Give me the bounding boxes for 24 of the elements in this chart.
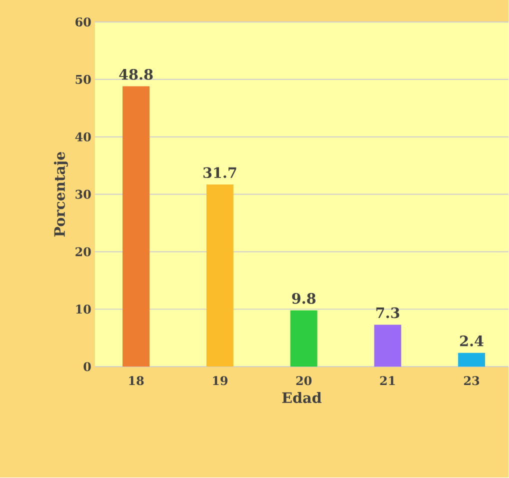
data-label: 48.8: [119, 69, 153, 80]
y-tick-label: 50: [76, 75, 91, 84]
data-label: 9.8: [292, 293, 316, 304]
data-label: 7.3: [376, 308, 400, 318]
data-label: 31.7: [203, 167, 236, 178]
y-tick-label: 0: [84, 362, 91, 372]
x-tick-label: 18: [129, 376, 144, 386]
bar: [206, 184, 234, 367]
bar: [122, 86, 150, 367]
y-axis-title: Porcentaje: [54, 152, 68, 237]
x-tick-label: 20: [296, 376, 312, 386]
x-tick-label: 23: [464, 376, 480, 386]
x-tick-label: 19: [213, 376, 228, 386]
bar: [458, 353, 486, 367]
y-tick-label: 40: [75, 132, 91, 142]
data-label: 2.4: [460, 336, 484, 347]
y-tick-label: 30: [76, 190, 91, 200]
y-tick-label: 10: [76, 304, 91, 314]
x-axis-title: Edad: [282, 392, 322, 404]
x-tick-label: 21: [380, 376, 395, 386]
bar: [374, 324, 402, 367]
bar: [290, 310, 318, 367]
y-tick-label: 60: [76, 18, 91, 27]
y-tick-label: 20: [76, 247, 91, 256]
